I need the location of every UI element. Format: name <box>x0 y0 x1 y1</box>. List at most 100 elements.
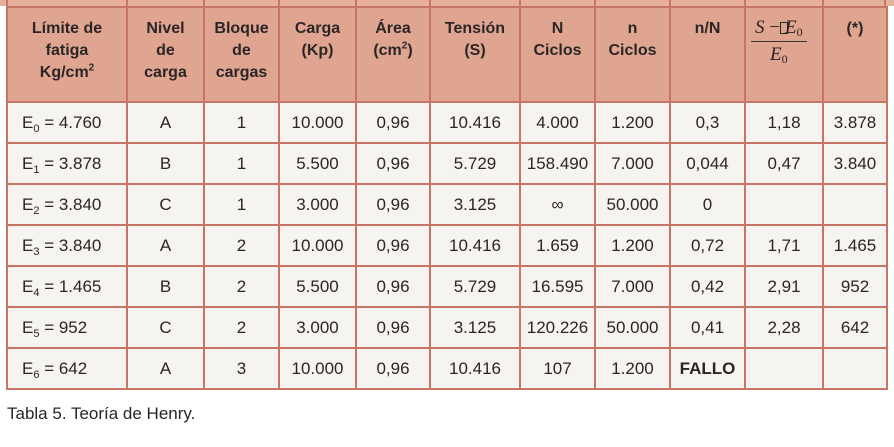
load-block-cell: 2 <box>203 306 280 349</box>
header-line: Tensión <box>444 20 506 37</box>
star-cell: 952 <box>822 265 888 308</box>
star-cell: 3.840 <box>822 142 888 185</box>
fatigue-limit-cell: E4 = 1.465 <box>6 265 128 308</box>
area-cell: 0,96 <box>355 101 431 144</box>
load-cell: 5.500 <box>278 265 357 308</box>
load-block-cell: 2 <box>203 224 280 267</box>
header-line: n <box>627 20 638 37</box>
fatigue-limit-cell: E6 = 642 <box>6 347 128 390</box>
fatigue-limit-cell: E5 = 952 <box>6 306 128 349</box>
area-cell: 0,96 <box>355 224 431 267</box>
subscript: 1 <box>33 163 40 176</box>
load-level-cell: B <box>126 265 205 308</box>
column-tick <box>126 0 128 6</box>
table-row: E6 = 642 A 3 10.000 0,96 10.416 107 1.20… <box>6 347 888 390</box>
header-line: N <box>551 20 564 37</box>
load-block-cell: 1 <box>203 183 280 226</box>
fatigue-limit-cell: E1 = 3.878 <box>6 142 128 185</box>
header-line: cargas <box>215 64 268 81</box>
n-over-N-cell: 0,72 <box>669 224 746 267</box>
header-load-block: Bloque de cargas <box>203 6 280 103</box>
header-stress: Tensión (S) <box>429 6 521 103</box>
header-line: Carga <box>294 20 341 37</box>
header-load: Carga (Kp) <box>278 6 357 103</box>
header-line: Kg/cm2 <box>39 62 95 81</box>
subscript: 0 <box>33 122 40 135</box>
load-block-cell: 3 <box>203 347 280 390</box>
header-N-cycles: N Ciclos <box>519 6 596 103</box>
load-cell: 3.000 <box>278 306 357 349</box>
ratio-cell: 1,18 <box>744 101 824 144</box>
load-cell: 10.000 <box>278 224 357 267</box>
ratio-cell: 2,28 <box>744 306 824 349</box>
table-row: E1 = 3.878 B 1 5.500 0,96 5.729 158.490 … <box>6 142 888 185</box>
n-cycles-cell: 50.000 <box>594 306 671 349</box>
superscript: 2 <box>88 62 95 74</box>
star-cell <box>822 183 888 226</box>
header-line: (Kp) <box>301 42 334 59</box>
area-cell: 0,96 <box>355 265 431 308</box>
column-tick <box>669 0 671 6</box>
n-over-N-cell: 0,044 <box>669 142 746 185</box>
ratio-cell <box>744 347 824 390</box>
load-level-cell: A <box>126 347 205 390</box>
area-cell: 0,96 <box>355 306 431 349</box>
column-tick <box>594 0 596 6</box>
n-over-N-cell: 0 <box>669 183 746 226</box>
cropped-row-strip <box>0 0 894 6</box>
load-cell: 3.000 <box>278 183 357 226</box>
n-over-N-cell: 0,42 <box>669 265 746 308</box>
column-tick <box>355 0 357 6</box>
subscript: 4 <box>33 286 40 299</box>
table-row: E5 = 952 C 2 3.000 0,96 3.125 120.226 50… <box>6 306 888 349</box>
stress-cell: 10.416 <box>429 224 521 267</box>
header-star: (*) <box>822 6 888 103</box>
formula-fraction: S − E0 E0 <box>751 16 807 67</box>
load-level-cell: A <box>126 224 205 267</box>
load-block-cell: 1 <box>203 142 280 185</box>
header-n-cycles: n Ciclos <box>594 6 671 103</box>
star-cell: 1.465 <box>822 224 888 267</box>
header-load-level: Nivel de carga <box>126 6 205 103</box>
N-cycles-cell: 120.226 <box>519 306 596 349</box>
n-over-N-cell: 0,41 <box>669 306 746 349</box>
stress-cell: 3.125 <box>429 183 521 226</box>
subscript: 2 <box>33 204 40 217</box>
n-cycles-cell: 7.000 <box>594 142 671 185</box>
header-fatigue-limit: Límite de fatiga Kg/cm2 <box>6 6 128 103</box>
n-cycles-cell: 1.200 <box>594 347 671 390</box>
n-cycles-cell: 1.200 <box>594 101 671 144</box>
header-line: (cm2) <box>373 40 413 59</box>
table-caption: Tabla 5. Teoría de Henry. <box>7 404 196 423</box>
ratio-cell <box>744 183 824 226</box>
table-row: E4 = 1.465 B 2 5.500 0,96 5.729 16.595 7… <box>6 265 888 308</box>
n-over-N-cell: FALLO <box>669 347 746 390</box>
column-tick <box>429 0 431 6</box>
formula-denominator: E0 <box>769 44 788 66</box>
column-tick <box>6 0 8 6</box>
stress-cell: 3.125 <box>429 306 521 349</box>
ratio-cell: 2,91 <box>744 265 824 308</box>
fatigue-limit-cell: E2 = 3.840 <box>6 183 128 226</box>
stress-cell: 10.416 <box>429 347 521 390</box>
ratio-cell: 1,71 <box>744 224 824 267</box>
n-cycles-cell: 50.000 <box>594 183 671 226</box>
table-row: E0 = 4.760 A 1 10.000 0,96 10.416 4.000 … <box>6 101 888 144</box>
subscript: 5 <box>33 327 40 340</box>
ratio-cell: 0,47 <box>744 142 824 185</box>
load-cell: 10.000 <box>278 101 357 144</box>
star-cell: 642 <box>822 306 888 349</box>
formula-numerator: S − E0 <box>751 16 807 42</box>
column-tick <box>519 0 521 6</box>
table-row: E2 = 3.840 C 1 3.000 0,96 3.125 ∞ 50.000… <box>6 183 888 226</box>
load-cell: 10.000 <box>278 347 357 390</box>
load-level-cell: B <box>126 142 205 185</box>
henry-theory-table: Límite de fatiga Kg/cm2 Nivel de carga B… <box>6 6 888 390</box>
header-row: Límite de fatiga Kg/cm2 Nivel de carga B… <box>6 6 888 103</box>
star-cell: 3.878 <box>822 101 888 144</box>
load-level-cell: C <box>126 306 205 349</box>
N-cycles-cell: 16.595 <box>519 265 596 308</box>
load-block-cell: 1 <box>203 101 280 144</box>
subscript: 3 <box>33 245 40 258</box>
